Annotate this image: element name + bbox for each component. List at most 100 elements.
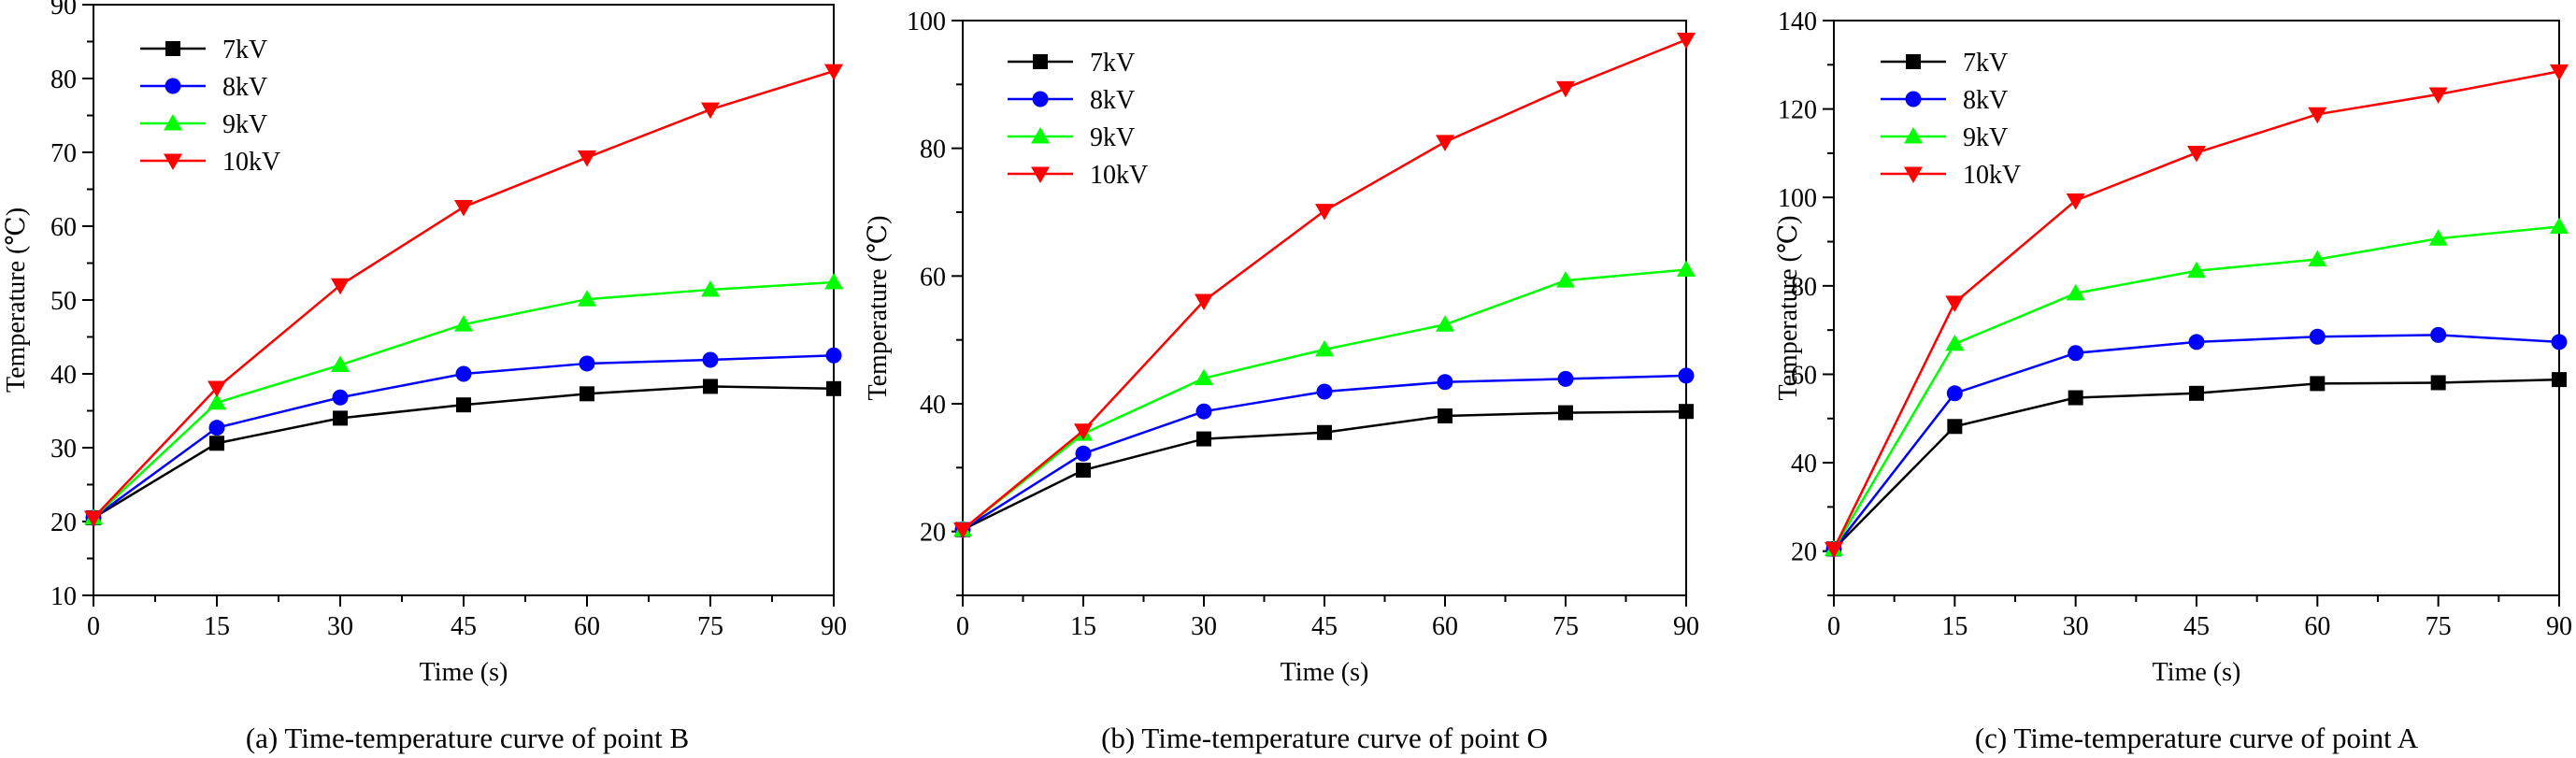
data-point	[1315, 204, 1334, 221]
x-tick-label: 75	[697, 612, 723, 641]
data-point	[208, 380, 226, 398]
legend-marker	[1904, 166, 1923, 183]
y-tick-label: 20	[920, 519, 946, 548]
data-point	[2309, 328, 2326, 345]
y-tick-label: 90	[50, 0, 77, 21]
data-point	[578, 290, 596, 307]
data-point	[2308, 250, 2327, 266]
data-point	[1558, 405, 1573, 421]
series-line	[1832, 70, 2560, 550]
legend-marker	[1033, 54, 1048, 69]
data-point	[826, 380, 841, 396]
data-point	[1438, 408, 1453, 423]
data-point	[2187, 145, 2206, 163]
y-tick-label: 40	[1791, 450, 1817, 479]
data-point	[209, 436, 224, 451]
data-point	[331, 355, 350, 373]
x-tick-label: 90	[821, 612, 847, 641]
legend-label: 9kV	[222, 110, 267, 139]
data-point	[331, 278, 350, 295]
data-point	[2430, 375, 2446, 391]
data-point	[701, 279, 720, 297]
x-tick-label: 60	[574, 612, 600, 641]
y-tick-label: 20	[50, 508, 77, 537]
data-point	[2068, 390, 2083, 406]
legend-label: 8kV	[222, 73, 267, 102]
legend-marker	[1031, 166, 1050, 183]
data-point	[2188, 334, 2205, 350]
series-10kV	[953, 33, 1696, 539]
y-axis-label: Temperature (℃)	[2, 207, 31, 393]
data-point	[1075, 445, 1092, 462]
data-point	[1678, 367, 1695, 384]
legend-marker	[164, 153, 182, 170]
data-point	[2187, 261, 2206, 279]
legend-label: 7kV	[222, 36, 267, 64]
x-tick-label: 0	[1827, 612, 1840, 641]
data-point	[953, 522, 972, 539]
y-tick-label: 40	[50, 361, 77, 390]
data-point	[579, 355, 595, 372]
y-tick-label: 80	[50, 65, 77, 94]
data-point	[333, 410, 348, 426]
data-point	[208, 420, 225, 436]
data-point	[701, 102, 720, 120]
series-8kV	[85, 347, 842, 526]
data-point	[2428, 229, 2448, 246]
data-point	[1437, 374, 1453, 391]
x-tick-label: 90	[2546, 612, 2572, 641]
data-point	[1195, 368, 1213, 386]
legend-label: 10kV	[1963, 161, 2021, 190]
series-line	[1833, 378, 2560, 551]
plot-frame	[962, 20, 1687, 596]
data-point	[1316, 383, 1333, 400]
data-point	[332, 389, 349, 406]
data-point	[824, 64, 843, 81]
x-tick-label: 45	[1311, 612, 1338, 641]
data-point	[2066, 283, 2085, 301]
data-point	[2068, 345, 2084, 362]
data-point	[456, 397, 471, 413]
chart-panel-2: 0 15 30 45 60 75 90 20 40 60 80 100 Time (s) Temperat…	[864, 7, 1699, 754]
data-point	[1436, 135, 1454, 151]
legend-marker	[165, 41, 180, 56]
series-line	[962, 38, 1687, 531]
data-point	[2430, 326, 2447, 343]
y-tick-label: 70	[50, 139, 77, 168]
series-10kV	[1825, 64, 2569, 559]
data-point	[824, 273, 843, 290]
legend-label: 8kV	[1963, 86, 2008, 115]
data-point	[2428, 87, 2448, 105]
data-point	[1436, 315, 1454, 332]
chart-caption: (c) Time-temperature curve of point A	[1975, 722, 2419, 754]
y-tick-label: 60	[50, 213, 77, 242]
y-axis-label: Temperature (℃)	[1774, 215, 1803, 400]
data-point	[578, 150, 596, 167]
data-point	[208, 393, 226, 410]
data-point	[703, 379, 718, 394]
y-tick-label: 60	[920, 263, 946, 292]
data-point	[1677, 33, 1696, 50]
series-7kV	[86, 379, 841, 526]
x-tick-label: 30	[1191, 612, 1217, 641]
x-tick-label: 0	[956, 612, 969, 641]
y-axis-label: Temperature (℃)	[864, 215, 893, 400]
x-tick-label: 15	[1941, 612, 1968, 641]
y-tick-label: 30	[50, 435, 77, 464]
legend-label: 9kV	[1963, 123, 2008, 152]
data-point	[1076, 463, 1091, 479]
legend-label: 10kV	[222, 148, 280, 177]
data-point	[2066, 193, 2085, 210]
data-point	[1679, 404, 1694, 420]
y-tick-label: 60	[1791, 361, 1817, 390]
x-tick-label: 45	[2183, 612, 2210, 641]
series-line	[962, 268, 1687, 531]
data-point	[1947, 419, 1963, 435]
x-tick-label: 60	[2304, 612, 2330, 641]
legend: 7kV 8kV 9kV 10kV	[1008, 49, 1148, 190]
series-7kV	[1826, 372, 2567, 557]
x-tick-label: 75	[1553, 612, 1579, 641]
y-tick-label: 20	[1791, 538, 1817, 567]
data-point	[1315, 339, 1334, 357]
